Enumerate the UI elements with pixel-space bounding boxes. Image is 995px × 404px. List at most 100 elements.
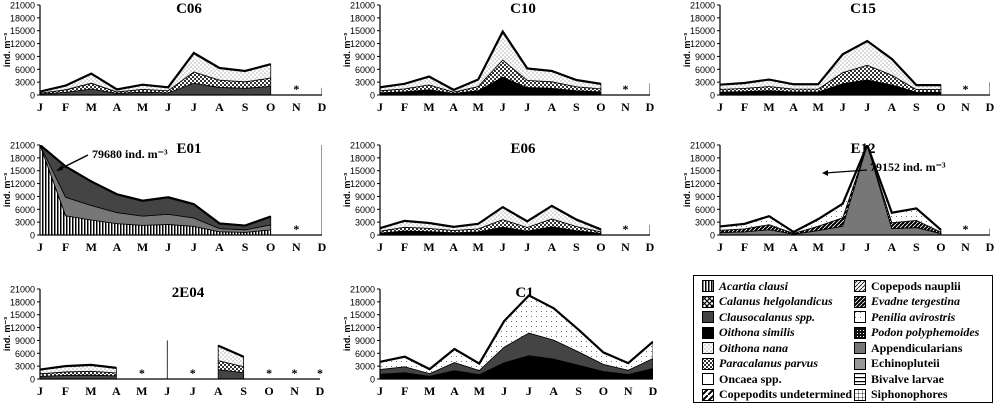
- x-tick-label: M: [473, 240, 484, 254]
- y-tick-label: 9000: [15, 192, 35, 202]
- legend-label: Bivalve larvae: [871, 371, 944, 386]
- total-line: [720, 145, 942, 234]
- x-tick-label: J: [717, 240, 723, 254]
- panel-title: E06: [510, 141, 536, 157]
- y-tick-label: 3000: [695, 218, 715, 228]
- x-tick-label: M: [473, 100, 484, 114]
- y-tick-label: 18000: [10, 13, 35, 23]
- legend-swatch: [854, 342, 866, 354]
- legend-swatch: [854, 326, 866, 339]
- x-tick-label: D: [318, 240, 327, 254]
- y-tick-label: 6000: [695, 205, 715, 215]
- legend-swatch: [854, 280, 866, 292]
- y-tick-label: 15000: [350, 166, 375, 176]
- x-tick-label: J: [500, 240, 506, 254]
- y-tick-label: 0: [30, 375, 35, 385]
- y-tick-label: 12000: [10, 39, 35, 49]
- x-tick-label: D: [646, 240, 655, 254]
- y-tick-label: 18000: [690, 13, 715, 23]
- legend-label: Evadne tergestina: [871, 294, 960, 308]
- panel-title: 2E04: [172, 285, 205, 301]
- y-axis-label: ind. m⁻³: [342, 33, 352, 67]
- y-tick-label: 6000: [15, 205, 35, 215]
- x-tick-label: S: [242, 240, 249, 254]
- x-tick-label: J: [377, 384, 383, 398]
- x-tick-label: D: [986, 100, 995, 114]
- y-tick-label: 12000: [10, 179, 35, 189]
- legend-label: Oncaea spp.: [719, 371, 782, 386]
- y-tick-label: 21000: [350, 141, 375, 151]
- y-axis-label: ind. m⁻³: [682, 33, 692, 67]
- x-tick-label: J: [37, 100, 43, 114]
- legend-label: Appendicularians: [871, 340, 963, 355]
- legend-item: Oithona nana: [702, 341, 788, 355]
- legend-item: Podon polyphemoides: [854, 325, 979, 340]
- panel-c15: C15 0 3000 6000 9000 12000 15000 18000 21000 ind.…: [682, 1, 995, 115]
- y-tick-label: 6000: [355, 349, 375, 359]
- legend-swatch: [854, 373, 866, 385]
- x-tick-label: O: [264, 384, 273, 398]
- x-tick-label: M: [423, 100, 434, 114]
- x-tick-label: M: [424, 384, 435, 398]
- y-tick-label: 0: [30, 91, 35, 101]
- x-tick-label: J: [864, 240, 870, 254]
- y-tick-label: 15000: [10, 310, 35, 320]
- total-line: [380, 204, 602, 231]
- x-tick-label: J: [501, 384, 507, 398]
- x-tick-label: O: [599, 384, 608, 398]
- y-tick-label: 21000: [10, 141, 35, 151]
- legend-swatch: [854, 295, 866, 308]
- y-tick-label: 15000: [690, 26, 715, 36]
- legend-item: Clausocalanus spp.: [702, 310, 815, 324]
- x-tick-label: J: [377, 240, 383, 254]
- y-tick-label: 0: [710, 231, 715, 241]
- x-tick-label: O: [936, 100, 945, 114]
- panel-2e04: 2E04 0 3000 6000 9000 12000 15000 18000 21000 ind…: [2, 285, 325, 399]
- x-tick-label: D: [649, 384, 658, 398]
- y-tick-label: 15000: [350, 310, 375, 320]
- y-tick-label: 9000: [355, 192, 375, 202]
- legend-swatch: [854, 357, 866, 370]
- legend-swatch: [702, 280, 714, 292]
- x-tick-label: M: [763, 240, 774, 254]
- x-tick-label: S: [575, 384, 582, 398]
- x-tick-label: J: [840, 100, 846, 114]
- panel-e06: E06 0 3000 6000 9000 12000 15000 18000 21000 ind.…: [342, 141, 655, 255]
- panel-title: C15: [850, 1, 876, 17]
- missing-data-marker: *: [293, 82, 299, 96]
- x-tick-label: F: [62, 384, 69, 398]
- x-tick-label: J: [500, 100, 506, 114]
- x-tick-label: O: [266, 100, 275, 114]
- x-tick-label: N: [292, 100, 301, 114]
- x-tick-label: O: [266, 240, 275, 254]
- y-tick-label: 15000: [690, 166, 715, 176]
- legend-label: Acartia clausi: [719, 278, 789, 293]
- y-tick-label: 18000: [690, 153, 715, 163]
- x-tick-label: N: [621, 240, 630, 254]
- missing-data-marker: *: [962, 222, 968, 236]
- y-tick-label: 21000: [690, 141, 715, 151]
- x-tick-label: N: [621, 100, 630, 114]
- missing-data-marker: *: [317, 366, 323, 380]
- y-tick-label: 6000: [355, 205, 375, 215]
- x-tick-label: A: [112, 384, 121, 398]
- x-tick-label: M: [136, 384, 147, 398]
- legend-swatch: [702, 388, 714, 401]
- y-tick-label: 9000: [695, 192, 715, 202]
- total-line: [40, 145, 272, 227]
- legend-label: Oithona nana: [719, 340, 789, 355]
- y-axis-label: ind. m⁻³: [2, 33, 12, 67]
- x-tick-label: A: [215, 100, 224, 114]
- x-tick-label: J: [377, 100, 383, 114]
- x-tick-label: O: [936, 240, 945, 254]
- y-tick-label: 21000: [350, 1, 375, 11]
- missing-data-marker: *: [622, 222, 628, 236]
- legend-item: Bivalve larvae: [854, 372, 944, 386]
- total-line: [40, 363, 117, 371]
- legend-item: Oithona similis: [702, 325, 795, 340]
- y-tick-label: 3000: [355, 362, 375, 372]
- legend-item: Calanus helgolandicus: [702, 294, 833, 309]
- y-tick-label: 12000: [350, 323, 375, 333]
- legend-item: Siphonophores: [854, 387, 947, 402]
